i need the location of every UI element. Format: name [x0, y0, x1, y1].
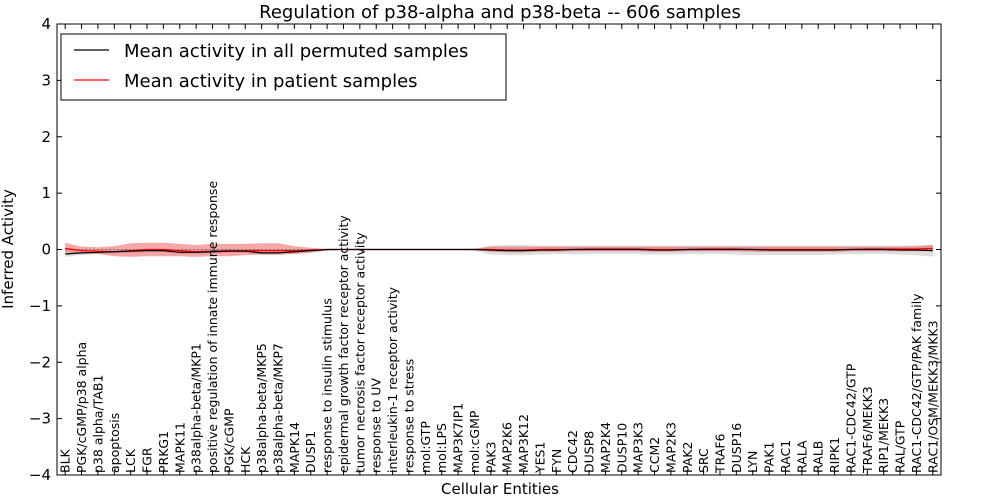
x-tick-label: MAP2K3	[663, 422, 678, 473]
x-tick-label: PGK/cGMP	[221, 408, 236, 473]
x-tick-label: p38alpha-beta/MKP1	[189, 343, 204, 473]
x-tick-label: HCK	[238, 446, 253, 473]
x-tick-label: RAL/GTP	[893, 420, 908, 473]
y-axis-label: Inferred Activity	[0, 189, 17, 309]
series-lines	[65, 247, 933, 255]
x-tick-label: MAP2K6	[500, 422, 515, 473]
x-tick-label: DUSP8	[582, 431, 597, 473]
x-tick-label: MAP3K12	[516, 414, 531, 473]
y-tick-label: 4	[41, 15, 51, 33]
x-tick-label: RAC1/OSM/MEKK3/MKK3	[925, 320, 940, 473]
y-tick-label: −3	[29, 410, 51, 428]
x-tick-label: p38alpha-beta/MKP5	[254, 343, 269, 473]
legend: Mean activity in all permuted samples Me…	[60, 33, 507, 101]
x-tick-label: CCM2	[647, 437, 662, 473]
x-tick-label: interleukin-1 receptor activity	[385, 286, 400, 473]
x-tick-label: RAC1	[778, 440, 793, 473]
x-tick-label: MAP2K4	[598, 422, 613, 473]
x-tick-label: mol:GTP	[418, 421, 433, 473]
x-tick-label: LYN	[745, 451, 760, 473]
x-tick-label: response to stress	[401, 359, 416, 473]
chart-title: Regulation of p38-alpha and p38-beta -- …	[259, 2, 741, 23]
y-tick-label: −2	[29, 353, 51, 371]
x-tick-label: DUSP1	[303, 431, 318, 473]
x-tick-label: CDC42	[565, 430, 580, 473]
x-tick-label: PGK/cGMP/p38 alpha	[74, 342, 89, 473]
legend-box	[60, 33, 507, 101]
x-tick-label: BLK	[58, 448, 73, 473]
x-tick-label: FGR	[140, 447, 155, 473]
x-axis-ticks: BLK PGK/cGMP/p38 alpha p38 alpha/TAB1 apopt…	[58, 24, 940, 475]
y-tick-label: 0	[41, 241, 51, 259]
x-tick-label: response to UV	[369, 378, 384, 473]
x-tick-label: MAPK11	[172, 422, 187, 473]
x-tick-label: epidermal growth factor receptor activit…	[336, 215, 351, 473]
x-tick-label: RALA	[794, 440, 809, 473]
x-axis-label: Cellular Entities	[441, 480, 559, 498]
line-permuted-mean	[65, 248, 933, 255]
x-tick-label: RAC1-CDC42/GTP/PAK family	[909, 293, 924, 473]
x-tick-label: PAK3	[483, 442, 498, 473]
legend-label-patient: Mean activity in patient samples	[124, 71, 418, 92]
x-tick-label: PAK1	[762, 442, 777, 473]
x-tick-label: TRAF6/MEKK3	[860, 386, 875, 474]
y-tick-label: 1	[41, 184, 51, 202]
x-tick-label: response to insulin stimulus	[320, 298, 335, 473]
x-tick-label: mol:cGMP	[467, 410, 482, 473]
x-tick-label: p38 alpha/TAB1	[90, 375, 105, 473]
x-tick-label: YES1	[532, 442, 547, 474]
x-tick-label: PRKG1	[156, 431, 171, 473]
x-tick-label: MAP3K7IP1	[451, 403, 466, 473]
x-tick-label: DUSP16	[729, 423, 744, 473]
x-tick-label: MAPK14	[287, 422, 302, 473]
x-tick-label: RAC1-CDC42/GTP	[843, 363, 858, 473]
x-tick-label: LCK	[123, 448, 138, 473]
y-tick-label: −1	[29, 297, 51, 315]
x-tick-label: mol:LPS	[434, 423, 449, 473]
legend-label-permuted: Mean activity in all permuted samples	[124, 41, 468, 62]
x-tick-label: SRC	[696, 448, 711, 473]
x-tick-label: FYN	[549, 449, 564, 473]
x-tick-label: positive regulation of innate immune res…	[205, 181, 220, 473]
x-tick-label: RIP1/MEKK3	[876, 398, 891, 473]
x-tick-label: TRAF6	[713, 433, 728, 474]
x-tick-label: tumor necrosis factor receptor activity	[352, 232, 367, 473]
x-tick-label: PAK2	[680, 442, 695, 473]
x-tick-label: p38alpha-beta/MKP7	[271, 343, 286, 473]
x-tick-label: apoptosis	[107, 413, 122, 473]
x-tick-label: RIPK1	[827, 437, 842, 473]
y-tick-label: −4	[29, 466, 51, 484]
x-tick-label: RALB	[811, 441, 826, 473]
y-tick-label: 3	[41, 71, 51, 89]
y-tick-label: 2	[41, 128, 51, 146]
y-axis-ticks: −4 −3 −2 −1 0 1 2 3 4	[29, 15, 941, 484]
x-tick-label: MAP3K3	[631, 422, 646, 473]
x-tick-label: DUSP10	[614, 423, 629, 473]
